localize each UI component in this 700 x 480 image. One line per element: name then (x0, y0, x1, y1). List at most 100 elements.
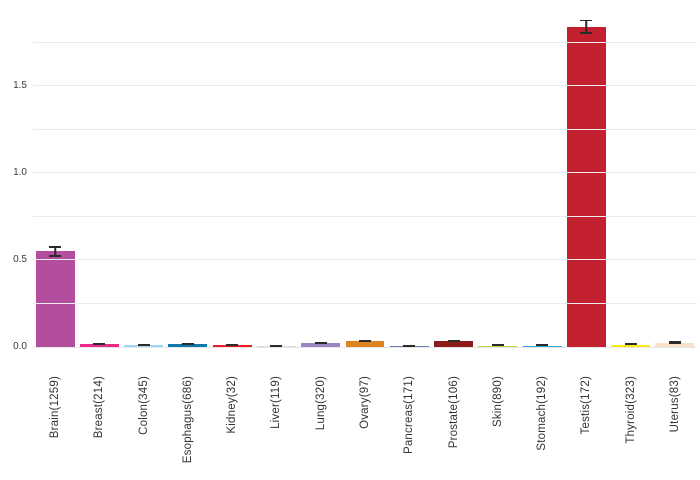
gridline (33, 259, 697, 260)
x-tick-label: Skin(890) (491, 376, 504, 428)
bar-uterus[interactable] (655, 342, 695, 347)
gridline (33, 172, 697, 173)
error-bar (447, 339, 460, 343)
error-bar-line (54, 246, 56, 257)
x-tick-label: Prostate(106) (447, 376, 460, 449)
error-bar (270, 344, 283, 347)
bar-lung[interactable] (301, 343, 341, 347)
x-tick-slot: Testis(172) (564, 376, 608, 434)
error-bar (624, 343, 637, 346)
plot-area (33, 0, 697, 348)
bar-slot (653, 0, 697, 347)
x-tick-slot: Liver(119) (254, 376, 298, 429)
bar-slot (608, 0, 652, 347)
x-tick-label: Lung(320) (314, 376, 327, 431)
bars-container (33, 0, 697, 347)
bar-skin[interactable] (478, 345, 518, 347)
bar-brain[interactable] (35, 251, 75, 347)
x-tick-label: Thyroid(323) (624, 376, 637, 444)
error-bar-cap (49, 255, 62, 257)
error-bar-cap (624, 343, 637, 346)
error-bar (181, 342, 194, 345)
error-bar-cap (580, 19, 593, 22)
bar-slot (166, 0, 210, 347)
y-tick-label: 0.5 (13, 254, 27, 265)
bar-prostate[interactable] (434, 341, 473, 347)
x-tick-label: Uterus(83) (668, 376, 681, 433)
error-bar-cap (49, 246, 62, 248)
x-tick-slot: Esophagus(686) (166, 376, 210, 463)
bar-pancreas[interactable] (389, 346, 429, 347)
error-bar (137, 343, 150, 346)
error-bar-cap (226, 344, 239, 346)
gridline (33, 302, 697, 304)
x-tick-label: Ovary(97) (358, 376, 371, 429)
x-tick-label: Testis(172) (580, 376, 593, 435)
bar-slot (210, 0, 254, 347)
error-bar (93, 343, 106, 346)
x-tick-slot: Prostate(106) (431, 376, 475, 448)
x-tick-label: Stomach(192) (536, 376, 549, 451)
error-bar-cap (314, 342, 327, 344)
bar-slot (299, 0, 343, 347)
error-bar-cap (137, 344, 150, 346)
x-tick-slot: Stomach(192) (520, 376, 564, 451)
error-bar (668, 341, 681, 345)
error-bar-cap (668, 341, 681, 343)
error-bar-cap (358, 340, 371, 342)
error-bar-cap (536, 344, 549, 347)
error-bar-cap (447, 339, 460, 342)
x-tick-label: Colon(345) (137, 376, 150, 435)
error-bar (403, 344, 416, 347)
x-tick-label: Liver(119) (270, 376, 283, 429)
error-bar (226, 343, 239, 346)
error-bar-cap (491, 344, 504, 347)
x-tick-slot: Breast(214) (77, 376, 121, 438)
error-bar (49, 246, 62, 257)
x-tick-slot: Colon(345) (122, 376, 166, 435)
bar-kidney[interactable] (212, 344, 252, 347)
bar-stomach[interactable] (522, 345, 562, 347)
x-tick-slot: Ovary(97) (343, 376, 387, 429)
y-tick-label: 0.0 (13, 341, 27, 352)
gridline (33, 85, 697, 86)
error-bar-cap (403, 345, 416, 347)
bar-slot (564, 0, 608, 347)
bar-slot (387, 0, 431, 347)
error-bar-cap (93, 343, 106, 346)
x-tick-label: Pancreas(171) (403, 376, 416, 455)
x-tick-slot: Uterus(83) (653, 376, 697, 432)
gridline (33, 41, 697, 43)
bar-esophagus[interactable] (168, 343, 208, 347)
error-bar (314, 341, 327, 344)
gridline (33, 215, 697, 217)
bar-slot (431, 0, 475, 347)
x-tick-label: Esophagus(686) (181, 376, 194, 464)
bar-breast[interactable] (79, 344, 119, 347)
error-bar (580, 19, 593, 34)
bar-slot (343, 0, 387, 347)
bar-slot (520, 0, 564, 347)
bar-slot (33, 0, 77, 347)
bar-colon[interactable] (124, 345, 164, 347)
error-bar-cap (668, 342, 681, 345)
bar-ovary[interactable] (345, 341, 385, 347)
error-bar-cap (580, 32, 593, 34)
x-tick-label: Kidney(32) (226, 376, 239, 434)
x-tick-slot: Pancreas(171) (387, 376, 431, 454)
error-bar-cap (270, 345, 283, 347)
error-bar-cap (447, 340, 460, 343)
error-bar (491, 344, 504, 347)
bar-slot (254, 0, 298, 347)
error-bar (536, 344, 549, 347)
x-tick-slot: Skin(890) (476, 376, 520, 427)
x-tick-label: Breast(214) (93, 376, 106, 439)
error-bar-line (585, 19, 588, 34)
y-tick-label: 1.0 (13, 167, 27, 178)
x-axis-baseline (33, 347, 697, 348)
x-tick-slot: Kidney(32) (210, 376, 254, 434)
bar-testis[interactable] (566, 26, 606, 347)
y-tick-label: 1.5 (13, 80, 27, 91)
bar-thyroid[interactable] (611, 344, 651, 347)
